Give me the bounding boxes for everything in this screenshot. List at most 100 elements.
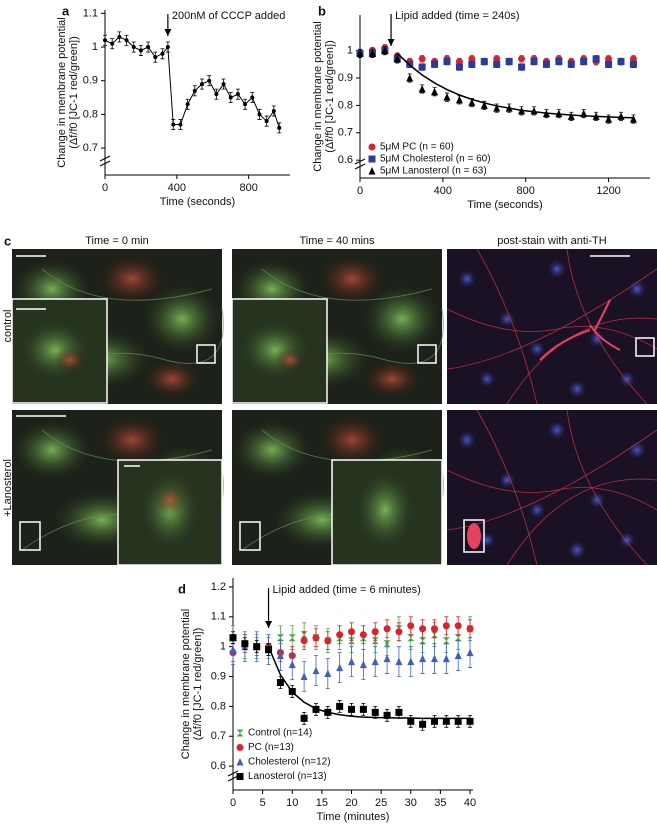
marker: [567, 112, 575, 120]
marker: [431, 87, 439, 96]
marker: [442, 654, 450, 663]
marker: [368, 49, 376, 57]
marker: [617, 112, 625, 120]
marker: [455, 58, 463, 66]
x-tick-label: 800: [517, 185, 535, 197]
row-label: control: [2, 309, 14, 342]
marker: [221, 82, 226, 87]
marker: [312, 666, 320, 675]
marker: [468, 98, 476, 107]
fit-curve: [396, 52, 634, 119]
annotation: 200nM of CCCP added: [172, 10, 286, 22]
y-axis-label: (Δf/f0 [JC-1 red/green]): [324, 40, 336, 153]
y-tick-label: 0.8: [83, 108, 98, 120]
y-tick-label: 1.1: [83, 7, 98, 19]
marker: [629, 115, 637, 123]
legend-label: Lanosterol (n=13): [248, 771, 327, 782]
y-tick-label: 0.9: [211, 670, 226, 682]
marker: [228, 95, 233, 100]
marker: [383, 625, 391, 633]
marker: [324, 669, 332, 678]
marker: [124, 38, 129, 43]
marker: [406, 74, 414, 82]
marker: [493, 55, 501, 63]
y-tick-label: 0.6: [211, 760, 226, 772]
marker: [312, 634, 320, 642]
y-tick-label: 0.9: [338, 72, 353, 84]
marker: [454, 651, 462, 660]
y-tick-label: 0.7: [211, 730, 226, 742]
marker: [442, 717, 450, 725]
marker: [271, 109, 276, 114]
marker: [300, 637, 308, 645]
marker: [617, 58, 625, 66]
row-label: +Lanosterol: [2, 459, 14, 517]
marker: [359, 660, 367, 669]
marker: [555, 109, 563, 118]
y-tick-label: 1.1: [211, 611, 226, 623]
marker: [418, 63, 426, 71]
marker: [466, 648, 474, 657]
legend-marker: [368, 155, 376, 163]
marker: [160, 51, 165, 56]
marker: [592, 55, 600, 63]
marker: [348, 705, 356, 713]
marker: [395, 628, 403, 636]
marker: [359, 631, 367, 639]
micrographs: [11, 248, 657, 566]
marker: [131, 45, 136, 50]
marker: [383, 711, 391, 719]
marker: [454, 634, 462, 642]
marker: [356, 49, 364, 57]
marker: [454, 622, 462, 630]
x-tick-label: 30: [405, 797, 417, 809]
marker: [542, 60, 550, 68]
legend-marker: [236, 758, 244, 766]
marker: [277, 125, 282, 130]
marker: [336, 663, 344, 672]
marker: [265, 646, 273, 654]
marker: [288, 634, 296, 642]
legend-label: 5μM Cholesterol (n = 60): [380, 154, 491, 165]
x-tick-label: 10: [286, 797, 298, 809]
marker: [455, 95, 463, 104]
y-tick-label: 0.8: [211, 700, 226, 712]
y-tick-label: 1: [347, 45, 353, 57]
y-axis-label: Change in membrane potential: [56, 17, 68, 167]
y-tick-label: 1.2: [211, 581, 226, 593]
y-tick-label: 1: [220, 641, 226, 653]
data-line: [104, 36, 280, 129]
marker: [348, 628, 356, 636]
axis-break: [354, 158, 366, 170]
marker: [518, 55, 526, 63]
marker: [371, 657, 379, 666]
y-tick-label: 1: [92, 41, 98, 53]
marker: [178, 122, 183, 127]
marker: [530, 58, 538, 66]
panel-label: b: [318, 3, 326, 18]
marker: [430, 654, 438, 663]
x-tick-label: 0: [102, 182, 108, 194]
marker: [419, 625, 427, 633]
x-tick-label: 400: [168, 182, 186, 194]
marker: [229, 634, 237, 642]
marker: [171, 122, 176, 127]
marker: [165, 45, 170, 50]
marker: [407, 657, 415, 666]
arrow-head: [265, 621, 273, 628]
column-label: Time = 40 mins: [299, 235, 375, 247]
marker: [192, 88, 197, 93]
x-tick-label: 5: [260, 797, 266, 809]
marker: [480, 101, 488, 109]
marker: [419, 720, 427, 728]
marker: [629, 55, 637, 63]
x-tick-label: 15: [316, 797, 328, 809]
marker: [383, 654, 391, 663]
marker: [567, 60, 575, 68]
marker: [505, 58, 513, 66]
marker: [468, 60, 476, 68]
marker: [430, 625, 438, 633]
y-axis-label: Change in membrane potential: [312, 21, 324, 171]
marker: [443, 58, 451, 66]
marker: [276, 651, 284, 660]
